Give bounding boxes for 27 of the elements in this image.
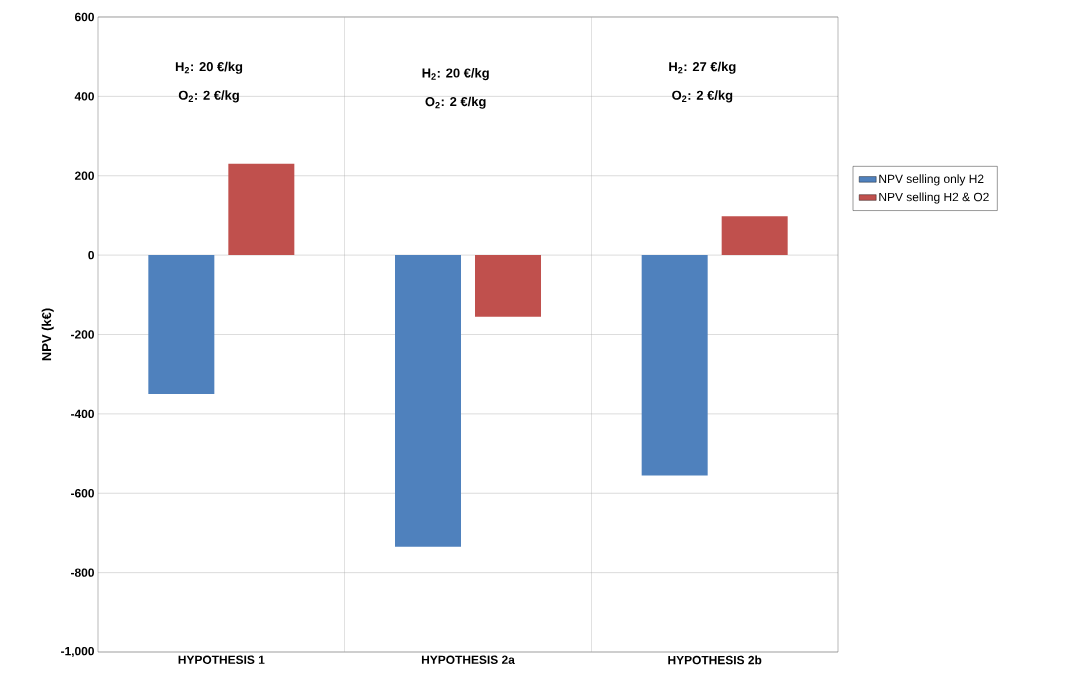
- y-tick-label: 200: [74, 171, 94, 180]
- annotation: O$_{2}$: 2 €/kg: [672, 90, 733, 103]
- y-tick-label: -800: [71, 568, 94, 577]
- legend-label: NPV selling H2 & O2: [879, 192, 989, 204]
- bar: [475, 255, 541, 317]
- annotation: H$_{2}$: 20 €/kg: [175, 61, 243, 74]
- annotation: O$_{2}$: 2 €/kg: [178, 90, 239, 103]
- bar: [395, 255, 461, 547]
- y-tick-label: 400: [74, 92, 94, 101]
- y-tick-label: -400: [71, 409, 94, 419]
- bar: [228, 163, 295, 256]
- legend-label: NPV selling only H2: [879, 174, 984, 186]
- x-tick-label: HYPOTHESIS 2b: [668, 655, 762, 665]
- x-tick-label: HYPOTHESIS 1: [178, 655, 265, 664]
- y-tick-label: -200: [71, 330, 94, 339]
- bar: [148, 255, 215, 395]
- y-tick-label: 0: [88, 250, 94, 260]
- annotation: H$_{2}$: 27 €/kg: [669, 61, 736, 74]
- x-tick-label: HYPOTHESIS 2a: [421, 655, 515, 664]
- bar: [641, 255, 708, 476]
- annotation: O$_{2}$: 2 €/kg: [425, 96, 486, 109]
- y-axis-title: NPV (k€): [41, 308, 54, 361]
- bar: [721, 216, 788, 256]
- y-tick-label: -600: [71, 489, 94, 498]
- annotation: H$_{2}$: 20 €/kg: [422, 68, 489, 81]
- y-tick-label: -1,000: [61, 646, 94, 658]
- y-tick-label: 600: [74, 12, 94, 22]
